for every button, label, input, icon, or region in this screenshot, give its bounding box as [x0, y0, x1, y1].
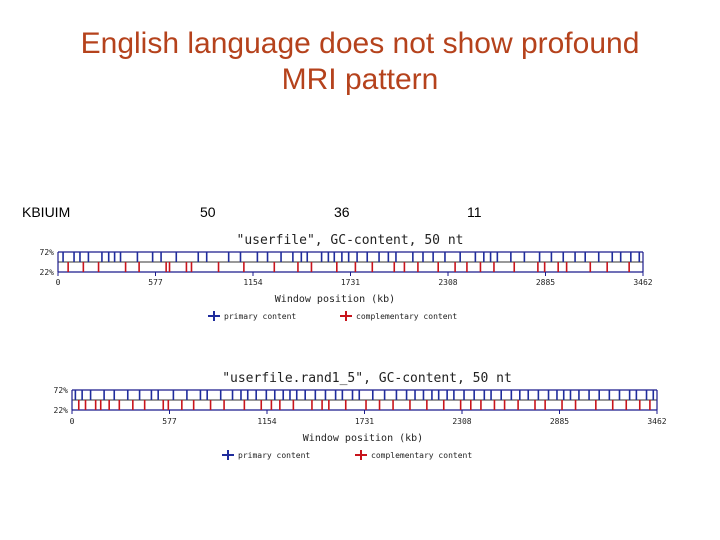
chart1-legend-complementary-label: complementary content: [356, 312, 457, 321]
slide-title-line1: English language does not show profound: [80, 27, 640, 60]
slide-title-line2: MRI pattern: [281, 63, 439, 96]
chart1-xtick-label: 1154: [243, 278, 262, 287]
chart2-legend-primary-label: primary content: [238, 451, 310, 460]
chart2-xtick-label: 2308: [452, 417, 471, 426]
chart1-xtick-label: 3462: [633, 278, 652, 287]
chart2-xtick-label: 1154: [257, 417, 276, 426]
chart1-ytick-label: 22%: [40, 268, 55, 277]
chart1-xtick-label: 2308: [438, 278, 457, 287]
chart2-title: "userfile.rand1_5", GC-content, 50 nt: [222, 371, 512, 386]
slide-title: English language does not show profound …: [0, 26, 720, 98]
chart2-xtick-label: 2885: [550, 417, 569, 426]
chart2-xlabel: Window position (kb): [303, 433, 423, 444]
chart2-xtick-label: 577: [162, 417, 177, 426]
header-value-2: 36: [334, 204, 350, 220]
chart1-title: "userfile", GC-content, 50 nt: [237, 233, 464, 248]
chart2-xtick-label: 0: [70, 417, 75, 426]
chart2-xtick-label: 1731: [355, 417, 374, 426]
chart2-legend-complementary-label: complementary content: [371, 451, 472, 460]
chart2-ytick-label: 72%: [54, 386, 69, 395]
chart1-xtick-label: 577: [148, 278, 163, 287]
chart1-ytick-label: 72%: [40, 248, 55, 257]
chart1-xlabel: Window position (kb): [275, 294, 395, 305]
chart1-xtick-label: 0: [56, 278, 61, 287]
header-value-1: 50: [200, 204, 216, 220]
header-value-3: 11: [467, 204, 482, 220]
chart2-xtick-label: 3462: [647, 417, 666, 426]
chart1-xtick-label: 2885: [536, 278, 555, 287]
chart2-ytick-label: 22%: [54, 406, 69, 415]
chart1-legend-primary-label: primary content: [224, 312, 296, 321]
header-label: KBIUIM: [22, 204, 71, 220]
chart1-xtick-label: 1731: [341, 278, 360, 287]
